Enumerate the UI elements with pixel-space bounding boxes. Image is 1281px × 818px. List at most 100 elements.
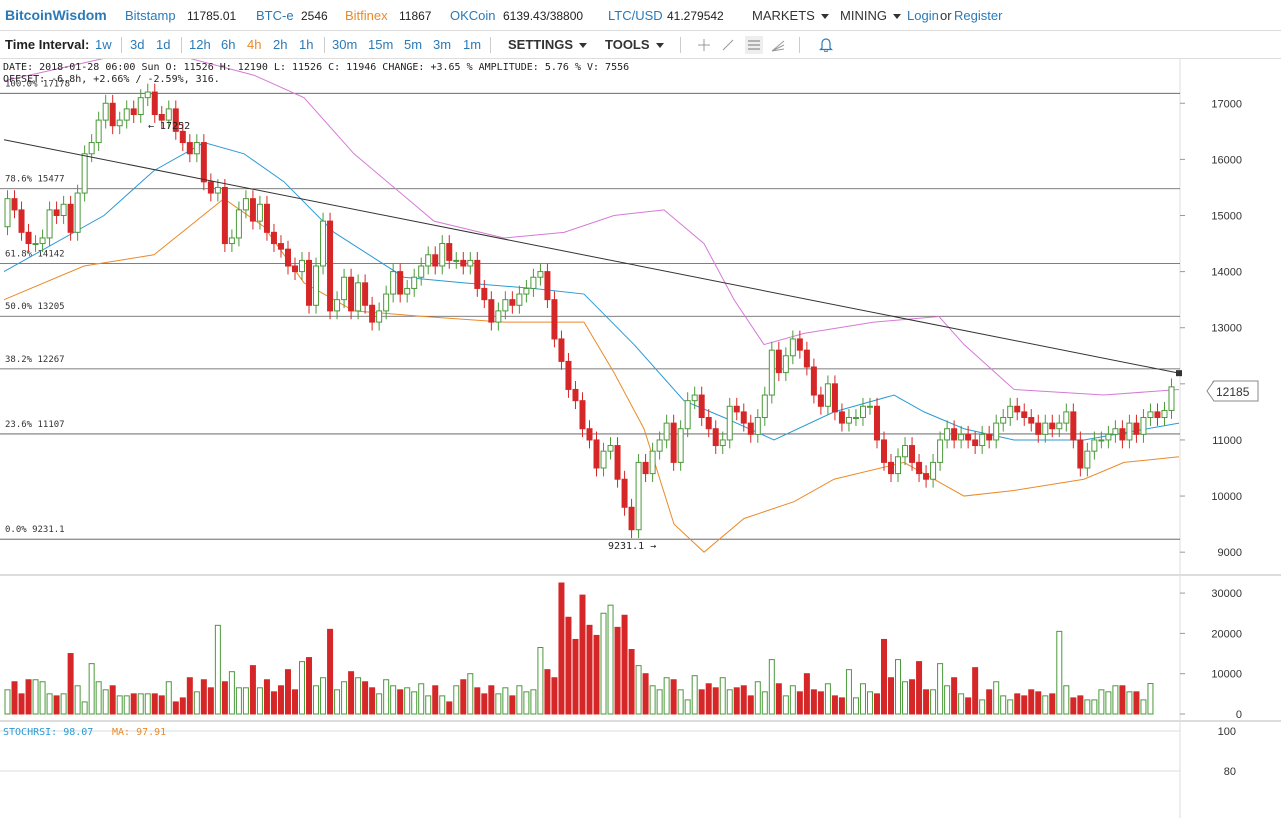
candle[interactable] (474, 251, 481, 297)
candle[interactable] (628, 498, 635, 539)
interval-3d[interactable]: 3d (130, 37, 145, 52)
candle[interactable] (516, 285, 523, 314)
candle[interactable] (46, 201, 53, 247)
candle[interactable] (355, 274, 362, 320)
exchange-btce[interactable]: BTC-e (256, 8, 294, 23)
candle[interactable] (348, 268, 355, 320)
interval-1m[interactable]: 1m (463, 37, 482, 52)
candle[interactable] (740, 403, 747, 432)
candle[interactable] (789, 330, 796, 365)
candle[interactable] (411, 268, 418, 297)
interval-1d[interactable]: 1d (156, 37, 171, 52)
candle[interactable] (881, 431, 888, 471)
candle[interactable] (341, 268, 348, 309)
interval-12h[interactable]: 12h (189, 37, 211, 52)
candle[interactable] (207, 173, 214, 202)
candle[interactable] (221, 179, 228, 252)
candle[interactable] (1147, 403, 1154, 426)
candle[interactable] (972, 431, 979, 454)
interval-3m[interactable]: 3m (433, 37, 452, 52)
candle[interactable] (544, 263, 551, 309)
candle[interactable] (895, 448, 902, 483)
interval-5m[interactable]: 5m (404, 37, 423, 52)
candle[interactable] (214, 179, 221, 202)
candle[interactable] (481, 280, 488, 309)
candle[interactable] (593, 431, 600, 477)
candle[interactable] (1105, 425, 1112, 449)
brand-logo[interactable]: BitcoinWisdom (5, 7, 107, 23)
candle[interactable] (986, 425, 993, 449)
candle[interactable] (579, 392, 586, 438)
candle[interactable] (572, 381, 579, 410)
interval-6h[interactable]: 6h (221, 37, 236, 52)
candle[interactable] (102, 94, 109, 129)
candle[interactable] (25, 223, 32, 252)
candle[interactable] (1007, 397, 1014, 426)
candle[interactable] (1028, 409, 1035, 432)
candle[interactable] (1084, 442, 1091, 477)
candle[interactable] (1140, 409, 1147, 443)
candle[interactable] (404, 280, 411, 303)
candle[interactable] (684, 392, 691, 438)
candle[interactable] (488, 291, 495, 331)
candle[interactable] (165, 100, 172, 129)
candle[interactable] (824, 375, 831, 415)
candle[interactable] (39, 229, 46, 252)
candle[interactable] (277, 235, 284, 258)
candle[interactable] (123, 100, 130, 129)
candle[interactable] (1049, 414, 1056, 438)
candle[interactable] (200, 134, 207, 191)
candle[interactable] (32, 235, 39, 252)
candle[interactable] (866, 397, 873, 415)
candle[interactable] (642, 453, 649, 483)
candle[interactable] (81, 145, 88, 202)
candle[interactable] (551, 291, 558, 348)
candle[interactable] (902, 437, 909, 466)
candle[interactable] (635, 453, 642, 539)
tools-menu[interactable]: TOOLS (605, 37, 664, 52)
candle[interactable] (1112, 420, 1119, 443)
exchange-bitfinex[interactable]: Bitfinex (345, 8, 388, 23)
candle[interactable] (467, 251, 474, 275)
candle[interactable] (284, 240, 291, 275)
candle[interactable] (775, 341, 782, 382)
fan-tool-icon[interactable] (771, 38, 785, 52)
exchange-okcoin[interactable]: OKCoin (450, 8, 496, 23)
candle[interactable] (803, 341, 810, 376)
exchange-bitstamp[interactable]: Bitstamp (125, 8, 176, 23)
candle[interactable] (916, 453, 923, 483)
candle[interactable] (235, 201, 242, 247)
trendline-segment[interactable] (3, 139, 1180, 374)
candle[interactable] (109, 94, 116, 135)
markets-menu[interactable]: MARKETS (752, 8, 829, 23)
candle[interactable] (270, 223, 277, 252)
candle[interactable] (621, 470, 628, 516)
candle[interactable] (586, 420, 593, 449)
login-link[interactable]: Login (907, 8, 939, 23)
candle[interactable] (446, 235, 453, 269)
candle[interactable] (888, 453, 895, 483)
candle[interactable] (831, 375, 838, 421)
candle[interactable] (768, 341, 775, 404)
candle[interactable] (558, 330, 565, 370)
candle[interactable] (937, 431, 944, 471)
candle[interactable] (116, 111, 123, 135)
candle[interactable] (256, 195, 263, 230)
candle[interactable] (502, 291, 509, 320)
candle[interactable] (979, 425, 986, 454)
candle[interactable] (362, 274, 369, 314)
candle[interactable] (852, 409, 859, 426)
candle[interactable] (327, 212, 334, 320)
interval-1w[interactable]: 1w (95, 37, 112, 52)
candle[interactable] (263, 195, 270, 241)
register-link[interactable]: Register (954, 8, 1003, 23)
candle[interactable] (1161, 402, 1168, 426)
candle[interactable] (691, 386, 698, 410)
candle[interactable] (53, 201, 60, 224)
candle[interactable] (130, 100, 137, 123)
candle[interactable] (193, 134, 200, 163)
candle[interactable] (944, 420, 951, 449)
candle[interactable] (859, 397, 866, 426)
interval-1h[interactable]: 1h (299, 37, 314, 52)
